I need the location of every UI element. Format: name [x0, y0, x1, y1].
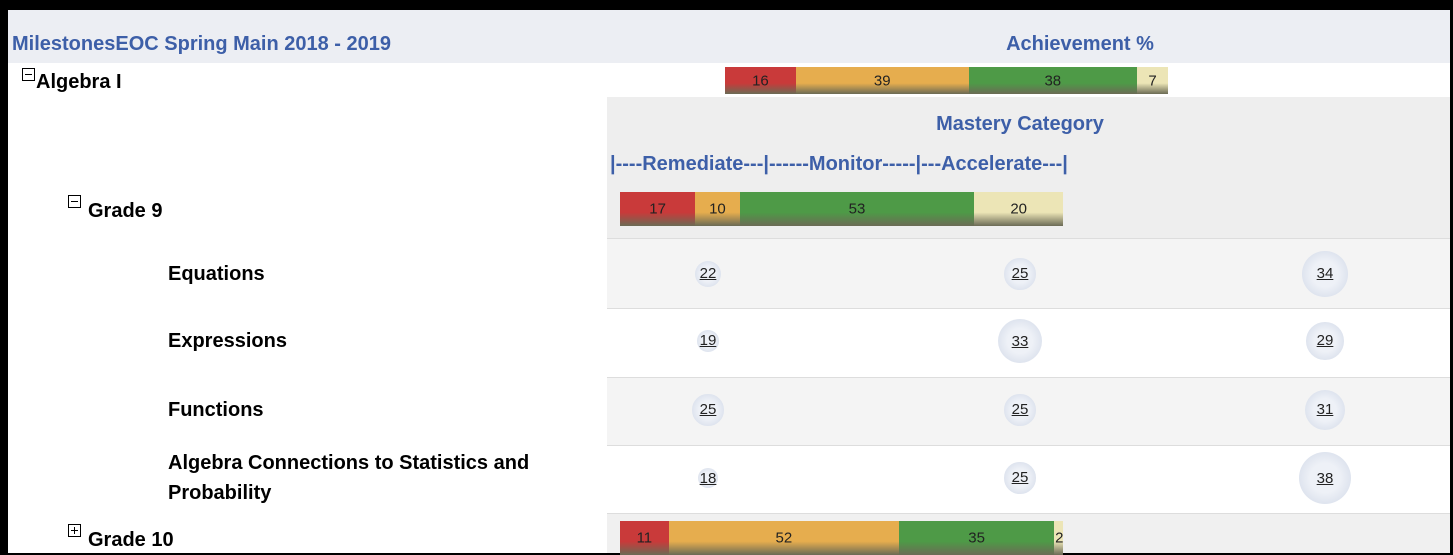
mastery-bubble: 29: [1306, 322, 1344, 360]
mastery-link[interactable]: 25: [699, 401, 717, 419]
mastery-link[interactable]: 31: [1316, 401, 1334, 419]
bar-segment: 10: [695, 192, 740, 226]
mastery-link[interactable]: 38: [1316, 469, 1334, 487]
bar-segment: 11: [620, 521, 669, 555]
mastery-bubble: 25: [692, 394, 724, 426]
bar-segment: 53: [739, 192, 975, 226]
collapse-icon[interactable]: [68, 195, 81, 208]
grade-label: Grade 10: [88, 529, 174, 551]
report-title: MilestonesEOC Spring Main 2018 - 2019: [12, 33, 392, 55]
mastery-link[interactable]: 25: [1011, 265, 1029, 283]
grade-label: Grade 9: [88, 200, 163, 222]
mastery-bubble: 31: [1304, 389, 1346, 431]
segment-label: 53: [848, 200, 866, 218]
segment-label: 52: [775, 529, 793, 547]
mastery-bubble: 18: [698, 468, 718, 488]
mastery-bubble: 34: [1302, 251, 1348, 297]
mastery-link[interactable]: 18: [699, 469, 717, 487]
bar-segment: 39: [795, 67, 969, 94]
mastery-bubble: 22: [694, 260, 722, 288]
mastery-bubble: 38: [1299, 452, 1351, 504]
segment-label: 11: [636, 529, 653, 547]
domain-label: Expressions: [168, 330, 287, 352]
achievement-bar: 11 52 35 2: [620, 521, 1063, 555]
achievement-title: Achievement %: [1006, 33, 1154, 55]
mastery-title: Mastery Category: [936, 113, 1104, 135]
domain-label: Functions: [168, 399, 264, 421]
segment-label: 35: [968, 529, 985, 547]
bar-segment: 2: [1054, 521, 1063, 555]
header-bar: [8, 10, 1450, 63]
achievement-bar: 16 39 38 7: [725, 67, 1168, 94]
segment-label: 16: [752, 72, 769, 89]
segment-label: 10: [709, 200, 726, 218]
mastery-bubble: 25: [1004, 462, 1036, 494]
bar-segment: 35: [899, 521, 1055, 555]
segment-label: 38: [1044, 72, 1062, 89]
mastery-scale: |----Remediate---|------Monitor-----|---…: [610, 153, 1068, 175]
mastery-link[interactable]: 19: [699, 332, 717, 350]
mastery-bubble: 25: [1004, 394, 1036, 426]
mastery-link[interactable]: 25: [1011, 401, 1029, 419]
collapse-icon[interactable]: [22, 68, 35, 81]
bar-segment: 16: [725, 67, 796, 94]
segment-label: 20: [1010, 200, 1028, 218]
bar-segment: 7: [1136, 67, 1168, 94]
domain-label: Algebra Connections to Statistics and Pr…: [168, 452, 530, 504]
mastery-link[interactable]: 29: [1316, 332, 1334, 350]
subject-label: Algebra I: [36, 71, 122, 93]
bar-segment: 20: [974, 192, 1063, 226]
mastery-link[interactable]: 25: [1011, 469, 1029, 487]
mastery-bubble: 25: [1004, 258, 1036, 290]
mastery-bubble: 19: [697, 330, 719, 352]
segment-label: 39: [873, 72, 891, 89]
segment-label: 7: [1148, 72, 1157, 89]
mastery-link[interactable]: 33: [1011, 332, 1029, 350]
expand-icon[interactable]: [68, 524, 81, 537]
achievement-bar: 17 10 53 20: [620, 192, 1063, 226]
mastery-bubble: 33: [998, 319, 1042, 363]
bar-segment: 38: [968, 67, 1137, 94]
segment-label: 17: [649, 200, 666, 218]
bar-segment: 17: [620, 192, 696, 226]
mastery-link[interactable]: 22: [699, 265, 717, 283]
segment-label: 2: [1055, 529, 1064, 547]
bar-segment: 52: [668, 521, 900, 555]
domain-label: Equations: [168, 263, 265, 285]
mastery-link[interactable]: 34: [1316, 265, 1334, 283]
